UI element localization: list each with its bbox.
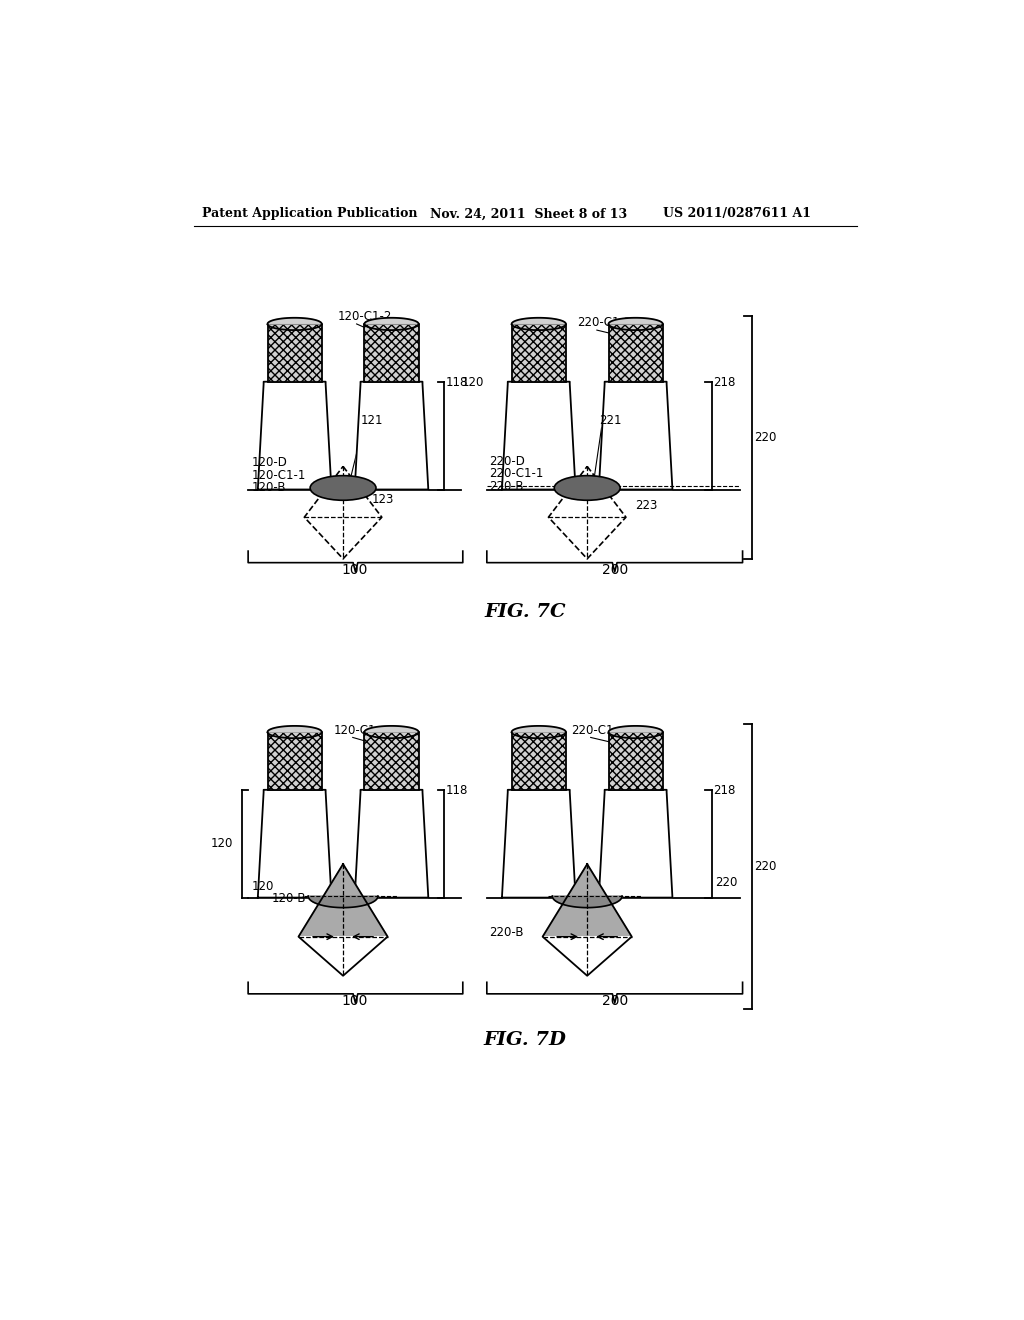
Polygon shape (599, 381, 673, 490)
Bar (512, 323, 566, 381)
Text: 120: 120 (252, 880, 274, 892)
Polygon shape (365, 318, 419, 323)
Text: Patent Application Publication: Patent Application Publication (202, 207, 417, 220)
Text: 200: 200 (601, 564, 628, 577)
Bar (267, 323, 322, 381)
Text: 100: 100 (342, 994, 369, 1008)
Text: 221: 221 (599, 414, 622, 428)
Polygon shape (543, 865, 632, 937)
Bar (365, 323, 419, 381)
Polygon shape (299, 865, 388, 937)
Text: 120-C1-2: 120-C1-2 (337, 310, 391, 323)
Text: 220: 220 (755, 861, 776, 874)
Text: 218: 218 (713, 376, 735, 388)
Text: FIG. 7D: FIG. 7D (483, 1031, 566, 1049)
Text: 220-C1-1: 220-C1-1 (489, 467, 544, 480)
Polygon shape (543, 937, 632, 975)
Ellipse shape (310, 475, 376, 500)
Bar (512, 733, 566, 789)
Polygon shape (267, 318, 322, 323)
Text: 120: 120 (461, 376, 483, 388)
Text: 120-D: 120-D (252, 457, 288, 470)
Text: 218: 218 (713, 784, 735, 797)
Polygon shape (608, 318, 663, 323)
Text: FIG. 7C: FIG. 7C (484, 603, 565, 622)
Polygon shape (512, 318, 566, 323)
Polygon shape (365, 726, 419, 733)
Bar (267, 733, 322, 789)
Polygon shape (552, 896, 622, 908)
Polygon shape (258, 381, 332, 490)
Polygon shape (502, 381, 575, 490)
Text: 100: 100 (342, 564, 369, 577)
Text: US 2011/0287611 A1: US 2011/0287611 A1 (663, 207, 811, 220)
Polygon shape (258, 789, 332, 898)
Text: 220: 220 (755, 432, 776, 444)
Text: 220-C1: 220-C1 (571, 725, 613, 738)
Text: 123: 123 (372, 494, 394, 507)
Text: 121: 121 (360, 414, 383, 428)
Text: 118: 118 (445, 784, 468, 797)
Bar (365, 733, 419, 789)
Text: Nov. 24, 2011  Sheet 8 of 13: Nov. 24, 2011 Sheet 8 of 13 (430, 207, 628, 220)
Text: 120-B: 120-B (272, 892, 306, 906)
Polygon shape (267, 726, 322, 733)
Polygon shape (608, 726, 663, 733)
Text: 120-C1-1: 120-C1-1 (252, 469, 306, 482)
Polygon shape (308, 896, 378, 908)
Text: 223: 223 (636, 499, 658, 512)
Text: 220-C1-2: 220-C1-2 (578, 317, 632, 329)
Text: 120-B: 120-B (252, 480, 287, 494)
Bar (608, 733, 663, 789)
Polygon shape (502, 789, 575, 898)
Text: 120: 120 (211, 837, 233, 850)
Polygon shape (512, 726, 566, 733)
Text: 120-C1: 120-C1 (334, 725, 376, 738)
Text: 220-B: 220-B (489, 479, 523, 492)
Text: 220: 220 (716, 876, 738, 890)
Text: 200: 200 (601, 994, 628, 1008)
Polygon shape (299, 937, 388, 975)
Text: 220-B: 220-B (489, 927, 523, 939)
Polygon shape (354, 381, 428, 490)
Bar (608, 323, 663, 381)
Text: 220-D: 220-D (489, 455, 525, 467)
Ellipse shape (554, 475, 621, 500)
Text: 118: 118 (445, 376, 468, 388)
Polygon shape (354, 789, 428, 898)
Polygon shape (599, 789, 673, 898)
